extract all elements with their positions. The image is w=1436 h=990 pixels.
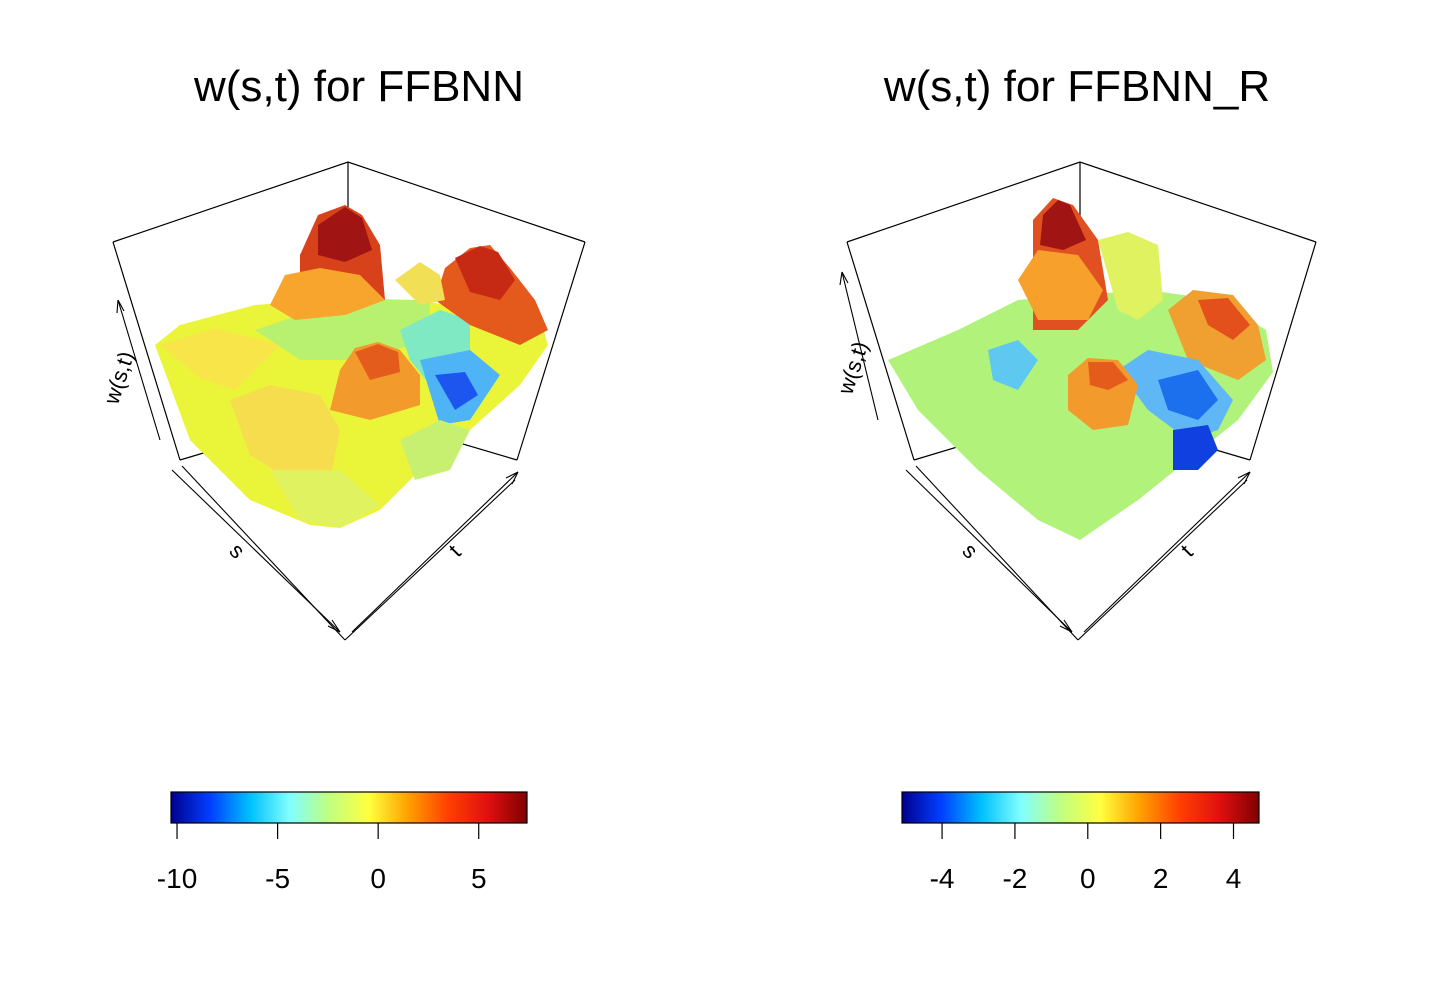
axis-arrows: [839, 271, 1251, 641]
colorbar-tick-label: -2: [1002, 863, 1027, 894]
surface-panel-ffbnn-r: w(s,t) for FFBNN_R: [718, 0, 1436, 990]
colorbar-tick-label: -10: [157, 863, 197, 894]
s-axis-label: s: [958, 538, 983, 563]
colorbar-tick-label: -5: [265, 863, 290, 894]
surface-plot: w(s,t) s t -10 -5 0 5: [98, 161, 586, 894]
chart-title: w(s,t) for FFBNN_R: [883, 62, 1271, 111]
colorbar-tick-label: 4: [1226, 863, 1242, 894]
axis-arrows: [116, 299, 519, 641]
surface-panel-ffbnn: w(s,t) for FFBNN: [98, 62, 586, 894]
z-axis-label: w(s,t): [98, 348, 139, 408]
colorbar-tick-label: 0: [370, 863, 386, 894]
colorbar: [170, 791, 528, 824]
colorbar-tick-label: -4: [930, 863, 955, 894]
colorbar-tick-label: 5: [471, 863, 487, 894]
t-axis-label: t: [1176, 540, 1198, 562]
colorbar-tick-label: 2: [1153, 863, 1169, 894]
z-axis-arrow: [841, 271, 879, 421]
s-axis-arrow: [905, 469, 1073, 633]
colorbar-tick-label: 0: [1080, 863, 1096, 894]
t-axis-label: t: [444, 540, 466, 562]
surface-plot: w(s,t) s t -4 -2 0 2 4: [832, 161, 1317, 894]
t-axis-arrow: [1083, 471, 1251, 633]
z-axis-arrow: [117, 299, 161, 441]
surface: [155, 205, 548, 528]
chart-title: w(s,t) for FFBNN: [194, 62, 524, 111]
colorbar-ticks: -4 -2 0 2 4: [930, 823, 1242, 894]
s-axis-label: s: [225, 538, 250, 563]
t-axis-arrow: [351, 471, 519, 633]
colorbar-ticks: -10 -5 0 5: [157, 823, 487, 894]
surface: [888, 198, 1273, 540]
colorbar: [901, 791, 1260, 824]
z-axis-label: w(s,t): [832, 338, 873, 398]
